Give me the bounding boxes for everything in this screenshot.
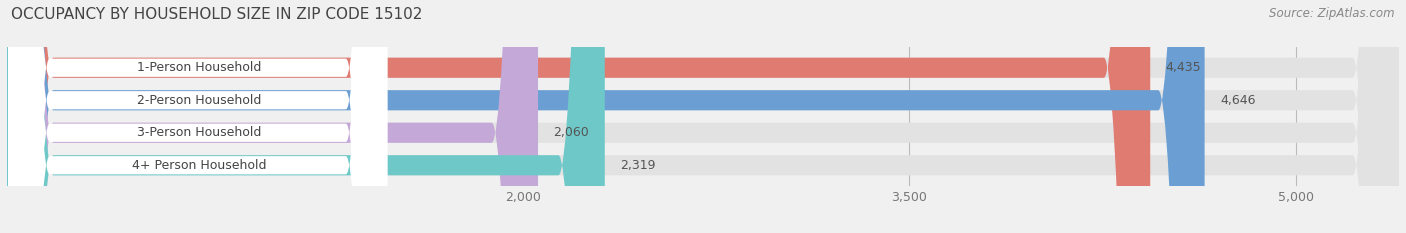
Text: OCCUPANCY BY HOUSEHOLD SIZE IN ZIP CODE 15102: OCCUPANCY BY HOUSEHOLD SIZE IN ZIP CODE … xyxy=(11,7,423,22)
FancyBboxPatch shape xyxy=(8,0,387,233)
FancyBboxPatch shape xyxy=(8,0,387,233)
Text: 2-Person Household: 2-Person Household xyxy=(136,94,262,107)
FancyBboxPatch shape xyxy=(7,0,1150,233)
Text: 4,646: 4,646 xyxy=(1220,94,1256,107)
FancyBboxPatch shape xyxy=(7,0,1205,233)
Text: 3-Person Household: 3-Person Household xyxy=(136,126,262,139)
FancyBboxPatch shape xyxy=(7,0,1399,233)
Text: 1-Person Household: 1-Person Household xyxy=(136,61,262,74)
FancyBboxPatch shape xyxy=(7,0,1399,233)
FancyBboxPatch shape xyxy=(7,0,1399,233)
Text: 4,435: 4,435 xyxy=(1166,61,1201,74)
FancyBboxPatch shape xyxy=(7,0,1399,233)
FancyBboxPatch shape xyxy=(7,0,538,233)
Text: 2,319: 2,319 xyxy=(620,159,655,172)
Text: 2,060: 2,060 xyxy=(554,126,589,139)
FancyBboxPatch shape xyxy=(7,0,605,233)
Text: Source: ZipAtlas.com: Source: ZipAtlas.com xyxy=(1270,7,1395,20)
FancyBboxPatch shape xyxy=(8,0,387,233)
FancyBboxPatch shape xyxy=(8,0,387,233)
Text: 4+ Person Household: 4+ Person Household xyxy=(132,159,266,172)
